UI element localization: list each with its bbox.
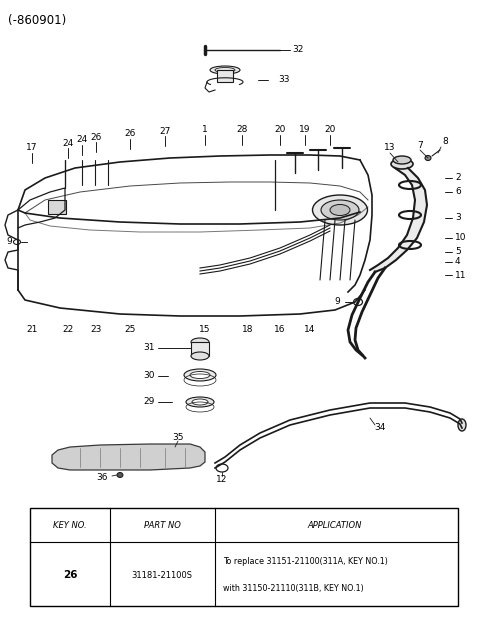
Text: 14: 14 — [304, 326, 316, 334]
Text: 9: 9 — [334, 298, 340, 306]
Text: 4: 4 — [455, 258, 461, 266]
Text: 32: 32 — [292, 46, 303, 54]
Ellipse shape — [312, 195, 368, 225]
Text: with 31150-21110(311B, KEY NO.1): with 31150-21110(311B, KEY NO.1) — [223, 583, 364, 593]
Text: 28: 28 — [236, 125, 248, 135]
Ellipse shape — [425, 155, 431, 160]
Text: 17: 17 — [26, 144, 38, 152]
Text: 13: 13 — [384, 144, 396, 152]
Text: 8: 8 — [442, 137, 448, 147]
Text: 26: 26 — [124, 130, 136, 139]
Text: 25: 25 — [124, 326, 136, 334]
Text: 18: 18 — [242, 326, 254, 334]
Text: 26: 26 — [90, 132, 102, 142]
Ellipse shape — [191, 338, 209, 346]
Text: 15: 15 — [199, 326, 211, 334]
Text: 5: 5 — [455, 248, 461, 256]
Text: 7: 7 — [417, 140, 423, 150]
Polygon shape — [370, 168, 427, 272]
Text: 16: 16 — [274, 326, 286, 334]
Text: 35: 35 — [172, 432, 184, 442]
Text: 23: 23 — [90, 326, 102, 334]
Ellipse shape — [330, 205, 350, 215]
Text: 26: 26 — [63, 570, 77, 580]
Text: APPLICATION: APPLICATION — [308, 522, 362, 530]
Text: 9: 9 — [6, 238, 12, 246]
Text: 31: 31 — [144, 343, 155, 353]
Text: 22: 22 — [62, 326, 73, 334]
Text: 3: 3 — [455, 213, 461, 223]
Text: 24: 24 — [62, 139, 73, 147]
Text: 36: 36 — [96, 474, 108, 482]
Text: 27: 27 — [159, 127, 171, 135]
Text: 33: 33 — [278, 76, 289, 84]
Text: 31181-21100S: 31181-21100S — [132, 570, 192, 580]
Text: 12: 12 — [216, 475, 228, 484]
Text: 1: 1 — [202, 125, 208, 135]
Ellipse shape — [192, 399, 208, 405]
Bar — [217, 70, 233, 82]
Text: 20: 20 — [274, 125, 286, 135]
Text: KEY NO.: KEY NO. — [53, 522, 87, 530]
Ellipse shape — [191, 352, 209, 360]
Text: (-860901): (-860901) — [8, 14, 66, 27]
Ellipse shape — [458, 419, 466, 431]
Text: PART NO: PART NO — [144, 522, 180, 530]
Text: 20: 20 — [324, 125, 336, 135]
Ellipse shape — [393, 156, 411, 164]
Text: 10: 10 — [455, 233, 467, 243]
Ellipse shape — [184, 369, 216, 381]
Bar — [30, 508, 458, 606]
Bar — [48, 200, 66, 214]
Text: 19: 19 — [299, 125, 311, 135]
Ellipse shape — [215, 67, 235, 72]
Text: 34: 34 — [374, 424, 386, 432]
Text: 6: 6 — [455, 187, 461, 197]
Text: 30: 30 — [144, 371, 155, 381]
Ellipse shape — [186, 397, 214, 407]
Ellipse shape — [321, 200, 359, 220]
Polygon shape — [52, 444, 205, 470]
Ellipse shape — [117, 472, 123, 477]
Text: 29: 29 — [144, 397, 155, 406]
Bar — [191, 342, 209, 356]
Text: 21: 21 — [26, 326, 38, 334]
Ellipse shape — [210, 66, 240, 74]
Text: 24: 24 — [76, 135, 88, 145]
Ellipse shape — [190, 371, 210, 379]
Text: 2: 2 — [455, 173, 461, 182]
Ellipse shape — [391, 159, 413, 169]
Text: 11: 11 — [455, 270, 467, 280]
Text: To replace 31151-21100(311A, KEY NO.1): To replace 31151-21100(311A, KEY NO.1) — [223, 557, 388, 567]
